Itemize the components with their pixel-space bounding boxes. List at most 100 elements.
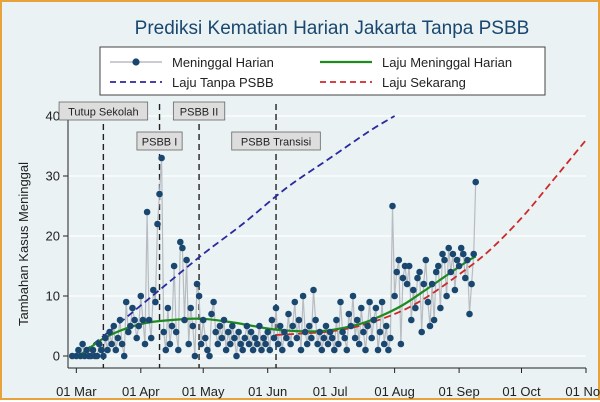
daily-point [443, 292, 450, 300]
daily-point [127, 322, 134, 330]
daily-point [328, 334, 336, 342]
daily-point [251, 334, 259, 342]
daily-point [303, 340, 311, 348]
daily-point [389, 202, 396, 210]
daily-point [89, 346, 97, 354]
x-tick-label: 01 Aug [374, 384, 415, 399]
daily-point [202, 334, 209, 342]
daily-point [268, 316, 276, 324]
daily-point [470, 250, 478, 258]
daily-point [351, 334, 359, 342]
daily-point [206, 352, 213, 360]
daily-point [466, 310, 473, 318]
daily-point [395, 256, 403, 264]
daily-point [220, 316, 228, 324]
daily-point [372, 304, 380, 312]
daily-point [145, 316, 153, 324]
daily-point [376, 328, 384, 336]
y-tick-label: 0 [53, 349, 60, 364]
no-psbb-series-line [75, 115, 396, 359]
daily-point [214, 340, 222, 348]
x-tick-label: 01 Sep [438, 384, 479, 399]
x-tick-label: 01 Jul [313, 384, 348, 399]
legend-label-no-psbb: Laju Tanpa PSBB [172, 75, 274, 90]
daily-point [243, 322, 251, 330]
daily-point [154, 220, 161, 228]
daily-point [262, 340, 269, 348]
daily-point [175, 346, 182, 354]
trend-series-line [75, 255, 477, 359]
daily-point [289, 322, 297, 330]
daily-point [287, 340, 294, 348]
chart-title: Prediksi Kematian Harian Jakarta Tanpa P… [135, 18, 530, 39]
daily-point [100, 352, 107, 360]
current-series-line [275, 139, 587, 336]
daily-point [343, 346, 351, 354]
daily-point [445, 244, 453, 252]
daily-point [181, 316, 188, 324]
daily-point [439, 250, 446, 258]
daily-point [299, 292, 307, 300]
daily-point [370, 316, 378, 324]
daily-point [339, 328, 346, 336]
daily-point [264, 328, 272, 336]
daily-point [362, 346, 369, 354]
daily-point [472, 178, 480, 186]
daily-point [152, 298, 159, 306]
daily-point [93, 352, 101, 360]
daily-point [422, 256, 430, 264]
daily-point [172, 328, 180, 336]
daily-point [285, 310, 292, 318]
daily-point [410, 286, 417, 294]
daily-point [183, 256, 190, 264]
daily-point [385, 346, 392, 354]
daily-point [449, 250, 457, 258]
daily-point [358, 304, 365, 312]
x-tick-label: 01 Nov [565, 384, 600, 399]
daily-point [256, 322, 263, 330]
daily-point [227, 340, 234, 348]
daily-point [416, 268, 423, 276]
x-tick-label: 01 May [182, 384, 225, 399]
daily-point [399, 274, 407, 282]
daily-point [337, 298, 344, 306]
daily-point [237, 340, 244, 348]
event-label: PSBB II [180, 107, 219, 119]
daily-points [68, 154, 480, 360]
event-label-box [231, 131, 321, 151]
daily-point [460, 250, 467, 258]
daily-point [333, 316, 340, 324]
daily-point [104, 346, 111, 354]
daily-point [301, 328, 309, 336]
y-tick-label: 20 [46, 229, 60, 244]
daily-point [366, 298, 373, 306]
daily-point [258, 346, 265, 354]
daily-point [453, 256, 461, 264]
daily-point [432, 268, 440, 276]
daily-point [279, 346, 286, 354]
daily-point [464, 256, 471, 264]
daily-point [397, 340, 405, 348]
daily-point [222, 346, 230, 354]
y-tick-label: 30 [46, 169, 60, 184]
daily-point [208, 310, 215, 318]
daily-point [170, 262, 178, 270]
daily-point [116, 316, 124, 324]
legend-label-daily: Meninggal Harian [172, 55, 274, 70]
daily-point [345, 310, 353, 318]
daily-point [125, 328, 132, 336]
y-tick-label: 10 [46, 289, 60, 304]
daily-point [380, 340, 388, 348]
daily-point [324, 340, 332, 348]
daily-point [424, 298, 432, 306]
daily-point [218, 334, 226, 342]
daily-point [199, 316, 207, 324]
legend-daily-marker [132, 58, 140, 66]
legend-label-trend: Laju Meninggal Harian [382, 55, 512, 70]
daily-point [112, 346, 120, 354]
daily-point [393, 268, 401, 276]
x-tick-label: 01 Oct [502, 384, 541, 399]
daily-point [160, 328, 167, 336]
daily-point [418, 328, 426, 336]
